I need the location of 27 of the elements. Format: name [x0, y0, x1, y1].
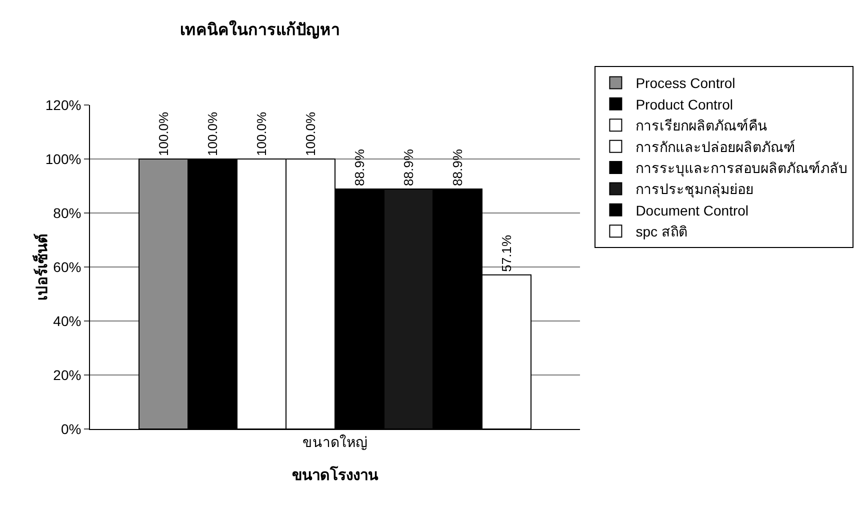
- y-axis-title: เปอร์เซ็นต์: [32, 234, 52, 300]
- y-tick-label: 60%: [53, 258, 82, 275]
- data-label: 88.9%: [352, 148, 367, 186]
- legend-label: Document Control: [636, 202, 749, 218]
- legend-label: การประชุมกลุ่มย่อย: [636, 181, 754, 198]
- x-axis-title: ขนาดโรงงาน: [292, 464, 379, 484]
- data-label: 100.0%: [254, 111, 269, 156]
- y-tick-label: 40%: [53, 312, 82, 329]
- data-label: 100.0%: [156, 111, 171, 156]
- legend-label: การเรียกผลิตภัณฑ์คืน: [636, 118, 768, 134]
- data-label: 57.1%: [499, 234, 514, 272]
- chart-title: เทคนิคในการแก้ปัญหา: [180, 20, 340, 40]
- x-tick-label: ขนาดใหญ่: [302, 434, 368, 450]
- y-tick-label: 100%: [45, 150, 82, 167]
- legend-label: spc สถิติ: [636, 224, 688, 240]
- y-tick-label: 120%: [45, 96, 82, 113]
- y-tick-label: 80%: [53, 204, 82, 221]
- data-label: 100.0%: [303, 111, 318, 156]
- y-tick-label: 20%: [53, 366, 82, 383]
- data-label: 88.9%: [401, 148, 416, 186]
- legend-label: Product Control: [636, 96, 733, 112]
- y-tick-label: 0%: [60, 420, 82, 437]
- data-label: 88.9%: [450, 148, 465, 186]
- legend-label: การกักและปล่อยผลิตภัณฑ์: [636, 138, 796, 155]
- data-label: 100.0%: [205, 111, 220, 156]
- legend-label: การระบุและการสอบผลิตภัณฑ์ภลับ: [636, 160, 848, 177]
- legend-label: Process Control: [636, 75, 736, 92]
